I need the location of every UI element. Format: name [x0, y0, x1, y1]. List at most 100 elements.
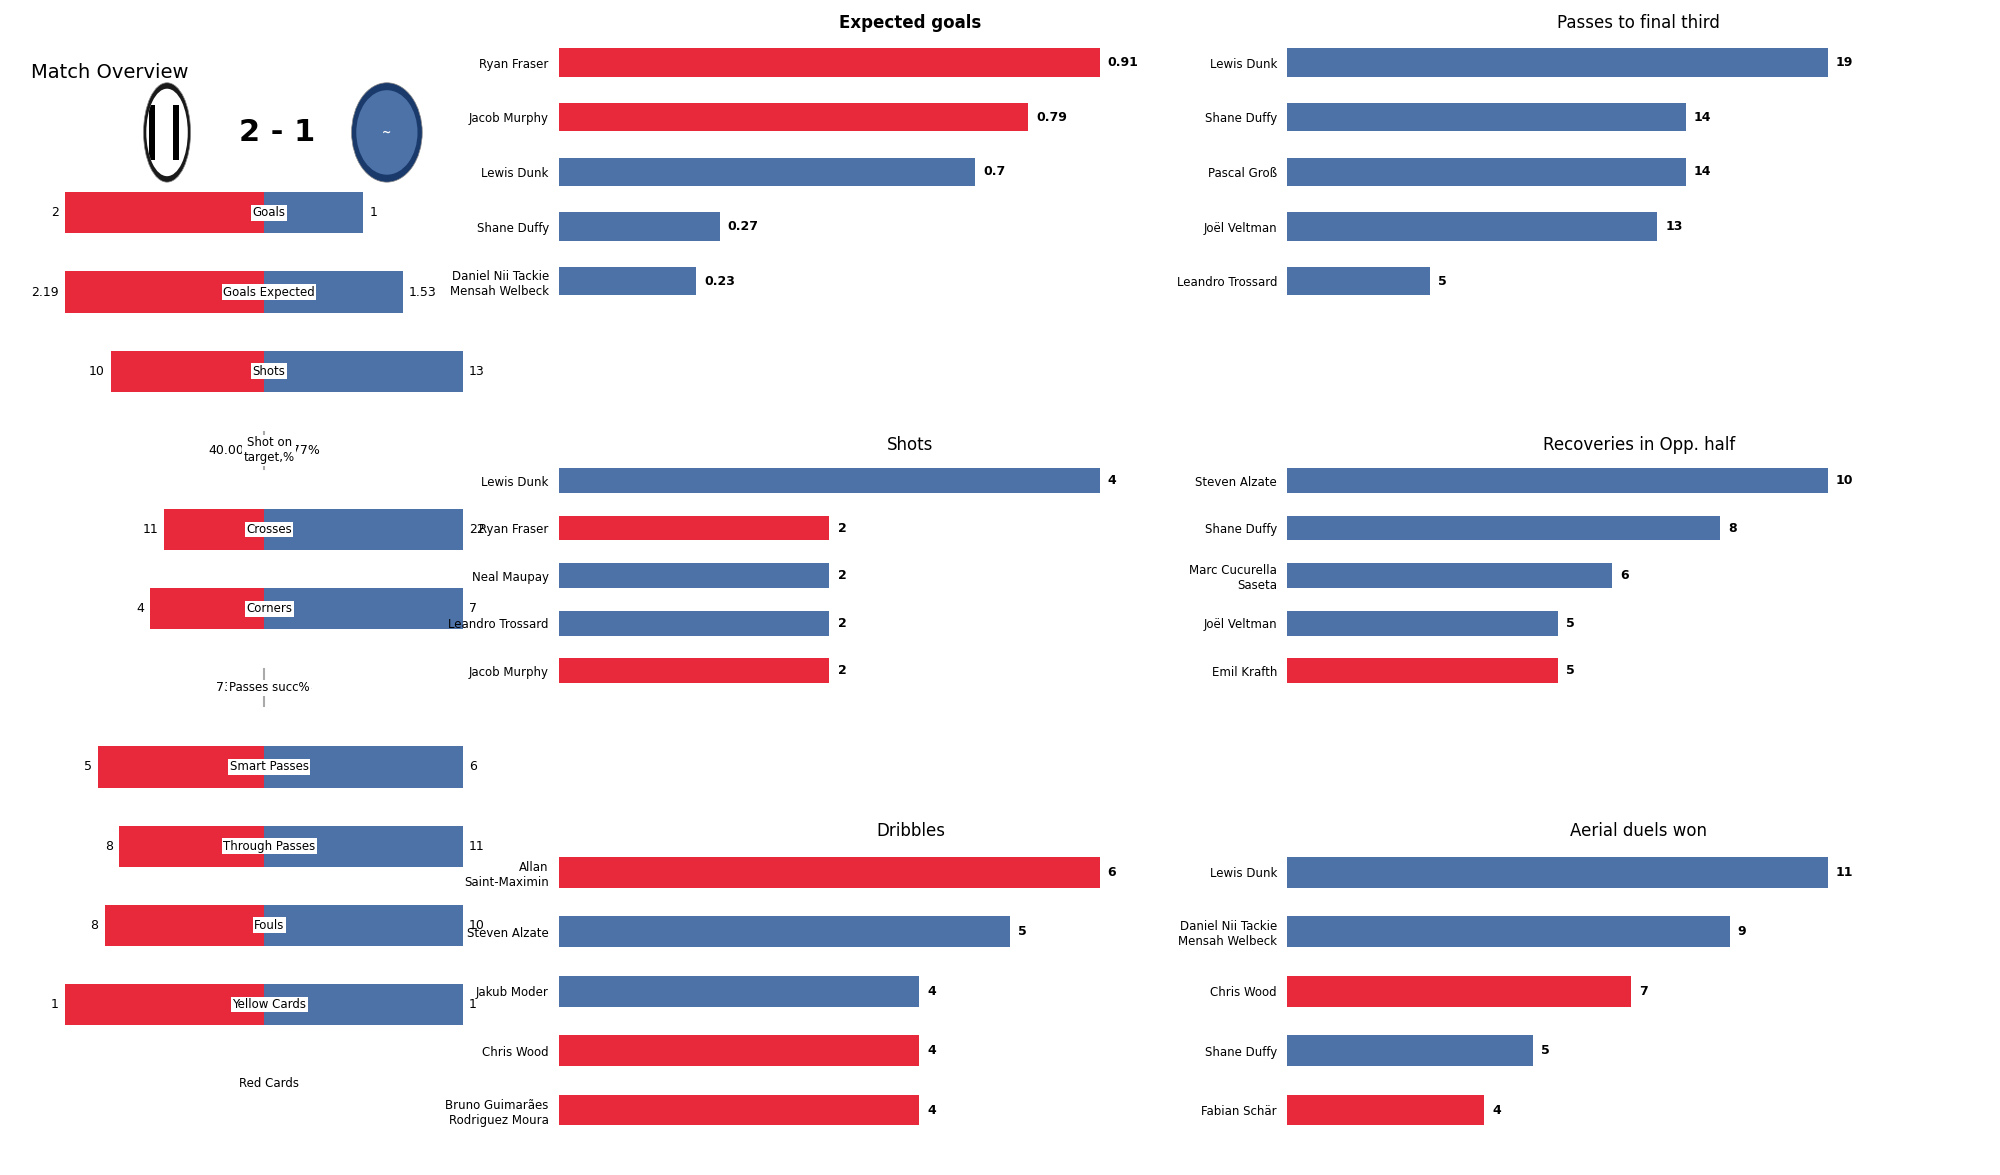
Text: 0.23: 0.23: [704, 275, 734, 288]
Circle shape: [144, 82, 190, 182]
FancyBboxPatch shape: [264, 983, 462, 1025]
FancyBboxPatch shape: [150, 589, 264, 630]
Bar: [560, 213, 720, 241]
Text: 30.77%: 30.77%: [272, 444, 320, 457]
Text: 6: 6: [1108, 866, 1116, 879]
Text: 5: 5: [1566, 664, 1574, 677]
FancyBboxPatch shape: [264, 509, 462, 550]
Text: Goals: Goals: [252, 207, 286, 220]
Text: 0.79: 0.79: [1036, 110, 1068, 123]
FancyBboxPatch shape: [264, 193, 364, 234]
Text: 4: 4: [1108, 474, 1116, 486]
Bar: [560, 48, 1100, 76]
Text: 2: 2: [838, 522, 846, 535]
Bar: [560, 975, 920, 1007]
Bar: [560, 563, 830, 588]
Bar: [1288, 658, 1558, 683]
FancyBboxPatch shape: [162, 105, 168, 160]
Title: Dribbles: Dribbles: [876, 821, 944, 840]
FancyBboxPatch shape: [64, 983, 264, 1025]
Bar: [1288, 157, 1686, 186]
Text: 0.7: 0.7: [984, 166, 1006, 179]
Text: Shot on
target,%: Shot on target,%: [244, 436, 294, 464]
Text: Passes succ%: Passes succ%: [228, 682, 310, 694]
Bar: [1288, 267, 1430, 295]
Bar: [560, 857, 1100, 888]
Text: 1: 1: [470, 998, 476, 1010]
Bar: [1288, 516, 1720, 541]
FancyBboxPatch shape: [104, 905, 264, 946]
Circle shape: [146, 88, 188, 176]
Title: Shots: Shots: [888, 436, 934, 454]
Text: 4: 4: [136, 602, 144, 616]
Bar: [560, 916, 1010, 947]
Text: 4: 4: [928, 1045, 936, 1058]
Text: ~: ~: [382, 127, 392, 137]
Text: 1.53: 1.53: [410, 286, 436, 298]
FancyBboxPatch shape: [264, 826, 462, 867]
Bar: [1288, 213, 1658, 241]
Text: 14: 14: [1694, 166, 1712, 179]
Text: Corners: Corners: [246, 602, 292, 616]
Bar: [560, 658, 830, 683]
Text: Shots: Shots: [252, 364, 286, 377]
FancyBboxPatch shape: [150, 105, 156, 160]
Text: 8: 8: [1728, 522, 1736, 535]
Bar: [1288, 563, 1612, 588]
Text: Crosses: Crosses: [246, 523, 292, 536]
Ellipse shape: [352, 82, 422, 182]
Text: 0: 0: [250, 1077, 258, 1090]
Bar: [560, 516, 830, 541]
Text: 5: 5: [1566, 617, 1574, 630]
FancyBboxPatch shape: [264, 350, 462, 391]
Bar: [560, 611, 830, 636]
Bar: [1288, 1095, 1484, 1126]
Text: Goals Expected: Goals Expected: [224, 286, 314, 298]
Text: 2 - 1: 2 - 1: [238, 118, 316, 147]
Bar: [1288, 611, 1558, 636]
Text: Through Passes: Through Passes: [222, 840, 316, 853]
Text: 7: 7: [470, 602, 478, 616]
Text: Yellow Cards: Yellow Cards: [232, 998, 306, 1010]
Text: 7: 7: [1640, 985, 1648, 998]
Text: 73.5%: 73.5%: [216, 682, 256, 694]
Text: 13: 13: [470, 364, 484, 377]
Text: 5: 5: [1018, 925, 1026, 939]
Text: Match Overview: Match Overview: [30, 62, 188, 82]
FancyBboxPatch shape: [264, 589, 462, 630]
Title: Recoveries in Opp. half: Recoveries in Opp. half: [1542, 436, 1734, 454]
Text: 11: 11: [470, 840, 484, 853]
FancyBboxPatch shape: [120, 826, 264, 867]
Text: 5: 5: [1542, 1045, 1550, 1058]
FancyBboxPatch shape: [98, 746, 264, 787]
Bar: [1288, 468, 1828, 492]
FancyBboxPatch shape: [264, 271, 402, 313]
Text: 8: 8: [104, 840, 112, 853]
Text: Red Cards: Red Cards: [240, 1077, 300, 1090]
Text: 10: 10: [1836, 474, 1854, 486]
Text: 9: 9: [1738, 925, 1746, 939]
FancyBboxPatch shape: [164, 509, 264, 550]
Text: 0.91: 0.91: [1108, 56, 1138, 69]
Text: 5: 5: [1438, 275, 1446, 288]
Text: 5: 5: [84, 760, 92, 773]
Text: 13: 13: [1666, 220, 1682, 233]
FancyBboxPatch shape: [64, 193, 264, 234]
Bar: [560, 103, 1028, 132]
Ellipse shape: [356, 90, 418, 175]
Text: 8: 8: [90, 919, 98, 932]
Text: 6: 6: [1620, 569, 1628, 582]
Text: 22: 22: [470, 523, 484, 536]
Bar: [1288, 103, 1686, 132]
Bar: [1288, 916, 1730, 947]
FancyBboxPatch shape: [264, 905, 462, 946]
Text: 10: 10: [88, 364, 104, 377]
Text: 1: 1: [50, 998, 58, 1010]
Bar: [560, 1035, 920, 1066]
Text: 2: 2: [50, 207, 58, 220]
Title: Passes to final third: Passes to final third: [1558, 14, 1720, 32]
Text: 10: 10: [470, 919, 484, 932]
Text: 2: 2: [838, 617, 846, 630]
Bar: [560, 267, 696, 295]
Bar: [560, 468, 1100, 492]
